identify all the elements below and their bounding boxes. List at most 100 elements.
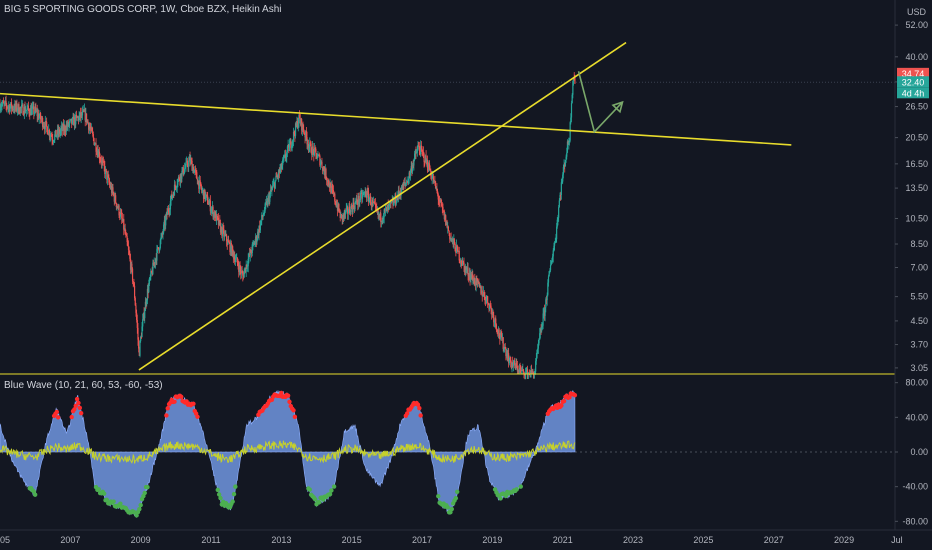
candle-body	[89, 126, 91, 129]
candle-body	[429, 169, 431, 171]
candle-body	[451, 238, 454, 240]
candle-body	[504, 346, 506, 349]
oversold-dot	[518, 484, 523, 489]
candle-body	[337, 203, 339, 211]
candle-body	[194, 169, 197, 171]
support-trendline[interactable]	[138, 41, 627, 371]
candle-body	[223, 229, 225, 237]
candle-body	[45, 121, 47, 123]
candle-body	[98, 151, 101, 159]
resistance-trendline[interactable]	[0, 92, 792, 146]
candle-body	[506, 353, 508, 360]
candle-body	[14, 103, 17, 108]
candle-body	[267, 195, 270, 199]
candle-body	[503, 346, 506, 349]
overbought-dot	[415, 402, 421, 407]
candle-body	[10, 102, 13, 109]
candle-body	[396, 195, 398, 203]
candle-body	[391, 200, 393, 202]
candle-body	[278, 170, 280, 173]
time-tick-label: 2017	[412, 535, 432, 545]
price-tick-label: 16.50	[905, 159, 928, 169]
candle-body	[338, 211, 341, 213]
oversold-dot	[215, 487, 220, 493]
candle-body	[537, 348, 539, 351]
candle-body	[107, 175, 109, 178]
candle-body	[135, 305, 137, 313]
candle-body	[436, 191, 439, 195]
candle-body	[288, 144, 290, 152]
time-tick-label: Jul	[891, 535, 903, 545]
candle-body	[185, 161, 187, 168]
indicator-pane[interactable]	[0, 390, 895, 518]
wave-signal-line	[0, 440, 576, 464]
candle-body	[520, 370, 523, 372]
candle-body	[119, 212, 121, 217]
time-axis[interactable]: 2005 2007 2009 2011 2013 2015 2017 2019 2021 2023…	[0, 529, 932, 545]
candle-body	[313, 149, 315, 156]
candle-body	[77, 117, 79, 118]
candle-body	[327, 180, 329, 183]
candle-body	[215, 214, 218, 221]
candle-body	[270, 190, 272, 191]
candle-body	[350, 205, 352, 215]
candle-body	[21, 104, 23, 106]
candle-body	[214, 212, 216, 218]
candle-body	[78, 115, 80, 121]
candle-body	[53, 140, 55, 142]
candle-body	[236, 257, 238, 264]
candle-body	[365, 191, 367, 196]
candle-body	[572, 77, 575, 81]
candle-body	[162, 232, 164, 235]
overbought-dot	[292, 414, 298, 420]
candle-body	[40, 119, 42, 121]
candle-body	[234, 256, 236, 263]
price-tick-label: 20.50	[905, 133, 928, 143]
candle-body	[454, 244, 456, 252]
candle-body	[282, 159, 284, 166]
price-tick-label: 13.50	[905, 183, 928, 193]
candle-body	[35, 107, 37, 111]
candle-body	[376, 207, 378, 211]
candle-body	[246, 264, 248, 267]
candle-body	[357, 195, 360, 205]
candle-body	[393, 200, 395, 203]
price-pane[interactable]	[0, 41, 895, 380]
candle-body	[434, 180, 436, 182]
projection-path[interactable]	[577, 71, 624, 134]
candle-body	[269, 194, 271, 202]
indicator-axis[interactable]: 80.00 40.00 0.00 -40.00 -80.00	[895, 378, 928, 527]
candle-body	[508, 360, 510, 364]
candle-body	[412, 165, 414, 167]
candle-body	[22, 104, 24, 115]
candle-body	[264, 203, 266, 212]
candle-body	[360, 192, 362, 194]
candle-body	[73, 117, 75, 126]
candle-body	[566, 141, 569, 153]
candle-body	[465, 266, 467, 271]
candle-body	[330, 185, 333, 193]
candle-body	[111, 187, 113, 193]
candle-body	[261, 214, 264, 218]
time-tick-label: 2029	[834, 535, 854, 545]
candle-body	[247, 258, 249, 267]
candle-body	[183, 172, 185, 175]
candle-body	[76, 116, 78, 118]
candle-body	[288, 144, 291, 152]
candle-body	[510, 356, 512, 363]
candle-body	[342, 214, 345, 217]
candle-body	[229, 242, 231, 253]
candle-body	[69, 120, 71, 124]
candle-body	[281, 165, 283, 169]
candle-body	[558, 207, 560, 218]
candle-body	[495, 318, 497, 325]
candle-body	[38, 116, 40, 120]
candle-body	[261, 214, 263, 221]
candle-body	[251, 244, 253, 254]
candle-body	[295, 123, 297, 126]
overbought-dot	[165, 406, 170, 411]
candle-body	[117, 205, 119, 209]
overbought-dot	[72, 407, 77, 412]
